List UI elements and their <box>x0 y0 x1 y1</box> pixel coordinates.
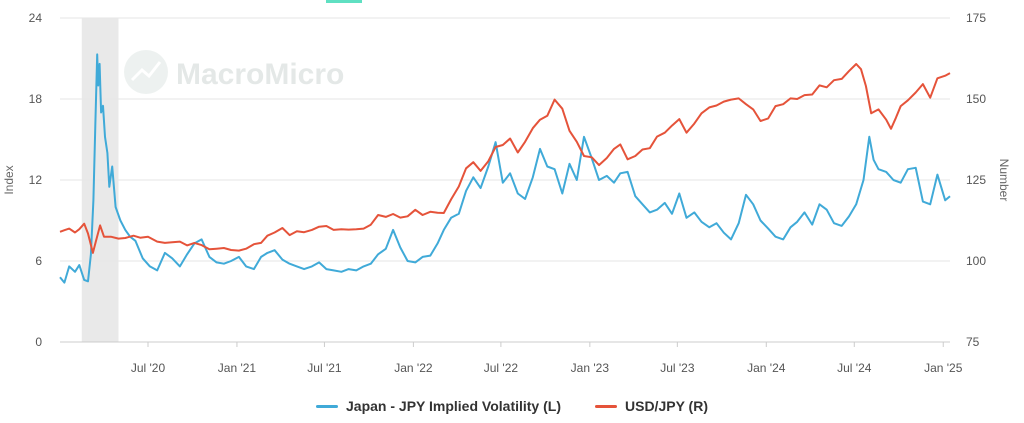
watermark-text: MacroMicro <box>176 58 344 91</box>
series-line-usdjpy <box>59 63 951 254</box>
active-tab-indicator[interactable] <box>326 0 362 3</box>
right-axis-ticks: 75 100 125 150 175 <box>966 11 986 349</box>
legend-label-usdjpy: USD/JPY (R) <box>625 398 708 414</box>
right-tick-label: 150 <box>966 92 986 106</box>
legend-label-volatility: Japan - JPY Implied Volatility (L) <box>346 398 561 414</box>
legend: Japan - JPY Implied Volatility (L) USD/J… <box>0 398 1024 414</box>
right-axis-title: Number <box>997 159 1011 202</box>
left-tick-label: 0 <box>35 335 42 349</box>
x-tick-label: Jan '25 <box>924 361 963 375</box>
legend-swatch-usdjpy <box>595 404 617 408</box>
x-tick-label: Jan '21 <box>218 361 257 375</box>
x-axis-ticks: Jul '20 Jan '21 Jul '21 Jan '22 Jul '22 Jan '… <box>60 341 963 375</box>
x-tick-label: Jul '22 <box>484 361 519 375</box>
series-lines <box>59 53 951 284</box>
watermark-chart-glyph <box>130 61 162 82</box>
left-tick-label: 12 <box>29 173 43 187</box>
x-tick-label: Jan '23 <box>571 361 610 375</box>
left-axis-title: Index <box>2 165 16 194</box>
legend-item-jpy-volatility[interactable]: Japan - JPY Implied Volatility (L) <box>316 398 561 414</box>
right-tick-label: 100 <box>966 254 986 268</box>
left-tick-label: 24 <box>29 11 43 25</box>
x-tick-label: Jan '24 <box>747 361 786 375</box>
left-tick-label: 6 <box>35 254 42 268</box>
x-tick-label: Jul '24 <box>837 361 872 375</box>
watermark: MacroMicro <box>124 50 344 94</box>
right-tick-label: 75 <box>966 335 980 349</box>
left-axis-ticks: 0 6 12 18 24 <box>29 11 43 349</box>
legend-swatch-volatility <box>316 404 339 408</box>
legend-item-usdjpy[interactable]: USD/JPY (R) <box>595 398 708 414</box>
right-tick-label: 175 <box>966 11 986 25</box>
x-tick-label: Jul '20 <box>131 361 166 375</box>
x-tick-label: Jan '22 <box>394 361 433 375</box>
x-tick-label: Jul '23 <box>660 361 695 375</box>
x-tick-label: Jul '21 <box>307 361 342 375</box>
right-tick-label: 125 <box>966 173 986 187</box>
series-line-jpy-volatility <box>59 53 951 284</box>
chart: MacroMicro 0 6 12 18 24 75 100 125 150 175 Jul '… <box>2 11 1011 375</box>
left-tick-label: 18 <box>29 92 43 106</box>
